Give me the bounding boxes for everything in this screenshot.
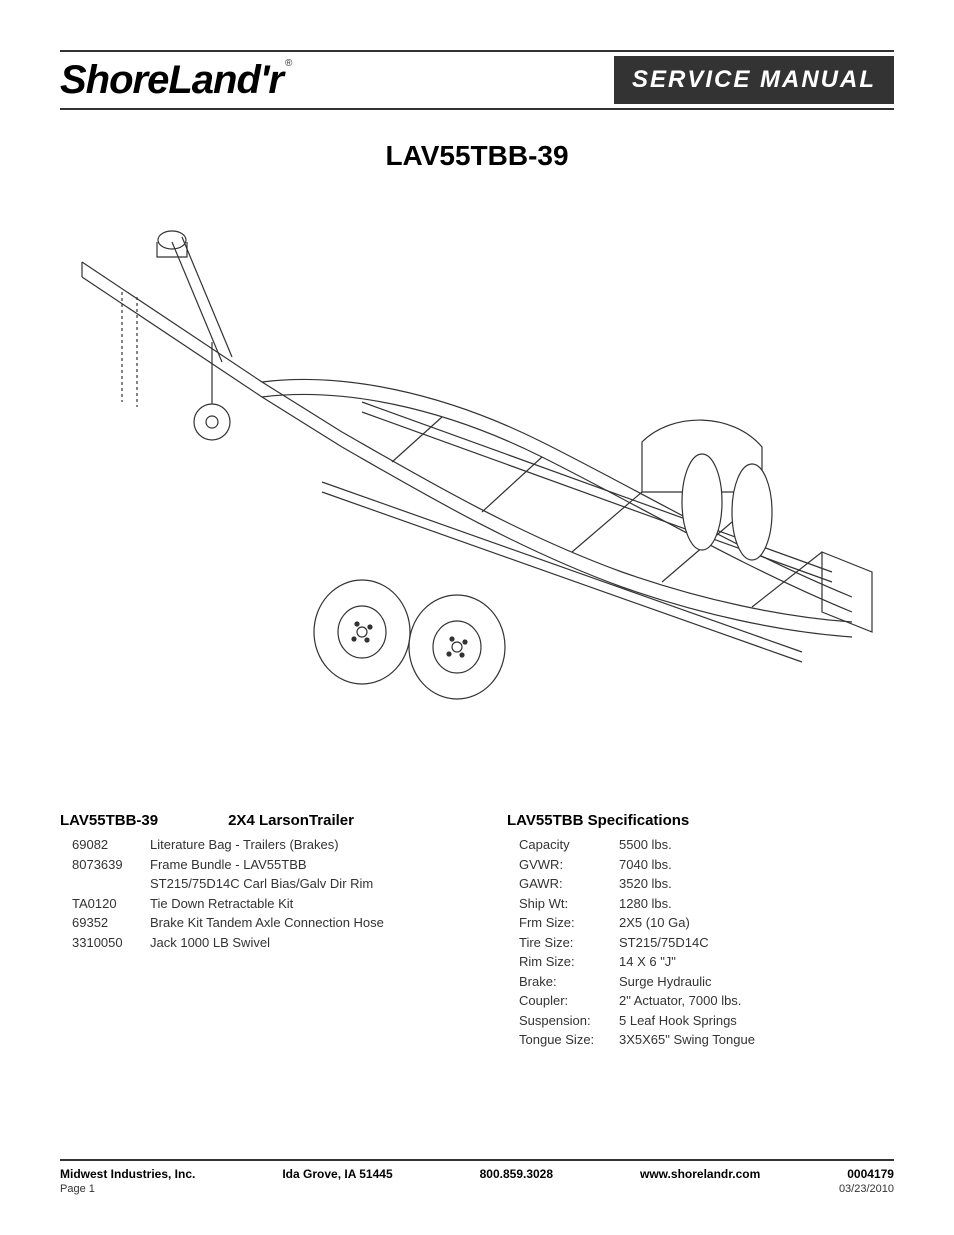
footer-sub: Page 1 03/23/2010 xyxy=(60,1183,894,1195)
model-title: LAV55TBB-39 xyxy=(60,140,894,172)
page-header: ShoreLand'r ® SERVICE MANUAL xyxy=(60,50,894,110)
part-description: Jack 1000 LB Swivel xyxy=(150,933,447,953)
trailer-svg xyxy=(62,202,892,722)
spec-row: Ship Wt: 1280 lbs. xyxy=(507,894,894,914)
spec-value: 2" Actuator, 7000 lbs. xyxy=(619,991,894,1011)
diagram-area xyxy=(60,192,894,732)
spec-value: Surge Hydraulic xyxy=(619,972,894,992)
brand-logo: ShoreLand'r ® xyxy=(60,58,292,103)
footer-date: 03/23/2010 xyxy=(839,1183,894,1195)
parts-row: 3310050 Jack 1000 LB Swivel xyxy=(60,933,447,953)
spec-label: GVWR: xyxy=(519,855,619,875)
logo-text: ShoreLand'r xyxy=(60,58,283,103)
trailer-diagram xyxy=(62,202,892,722)
part-number: 3310050 xyxy=(60,933,150,953)
spec-row: GAWR: 3520 lbs. xyxy=(507,874,894,894)
footer-main: Midwest Industries, Inc. Ida Grove, IA 5… xyxy=(60,1167,894,1181)
part-description: Literature Bag - Trailers (Brakes) xyxy=(150,835,447,855)
footer-docno: 0004179 xyxy=(847,1167,894,1181)
spec-label: Ship Wt: xyxy=(519,894,619,914)
spec-label: Suspension: xyxy=(519,1011,619,1031)
footer-website: www.shorelandr.com xyxy=(640,1167,760,1181)
spec-value: ST215/75D14C xyxy=(619,933,894,953)
spec-row: Rim Size: 14 X 6 "J" xyxy=(507,952,894,972)
footer-location: Ida Grove, IA 51445 xyxy=(282,1167,392,1181)
parts-row: ST215/75D14C Carl Bias/Galv Dir Rim xyxy=(60,874,447,894)
spec-row: Tongue Size: 3X5X65" Swing Tongue xyxy=(507,1030,894,1050)
spec-label: Coupler: xyxy=(519,991,619,1011)
page-footer: Midwest Industries, Inc. Ida Grove, IA 5… xyxy=(60,1159,894,1195)
specs-column: LAV55TBB Specifications Capacity 5500 lb… xyxy=(507,812,894,1050)
spec-row: Suspension: 5 Leaf Hook Springs xyxy=(507,1011,894,1031)
spec-value: 3520 lbs. xyxy=(619,874,894,894)
spec-label: Tongue Size: xyxy=(519,1030,619,1050)
parts-list-column: LAV55TBB-39 2X4 LarsonTrailer 69082 Lite… xyxy=(60,812,447,1050)
parts-row: 8073639 Frame Bundle - LAV55TBB xyxy=(60,855,447,875)
spec-label: Frm Size: xyxy=(519,913,619,933)
spec-value: 14 X 6 "J" xyxy=(619,952,894,972)
spec-label: Rim Size: xyxy=(519,952,619,972)
spec-label: Brake: xyxy=(519,972,619,992)
spec-label: Tire Size: xyxy=(519,933,619,953)
footer-company: Midwest Industries, Inc. xyxy=(60,1167,195,1181)
spec-value: 5 Leaf Hook Springs xyxy=(619,1011,894,1031)
spec-row: Coupler: 2" Actuator, 7000 lbs. xyxy=(507,991,894,1011)
spec-label: Capacity xyxy=(519,835,619,855)
parts-row: TA0120 Tie Down Retractable Kit xyxy=(60,894,447,914)
parts-list-header: LAV55TBB-39 2X4 LarsonTrailer xyxy=(60,812,447,829)
footer-phone: 800.859.3028 xyxy=(480,1167,553,1181)
manual-title: SERVICE MANUAL xyxy=(614,56,894,104)
footer-page: Page 1 xyxy=(60,1183,95,1195)
part-number: 69082 xyxy=(60,835,150,855)
spec-row: Capacity 5500 lbs. xyxy=(507,835,894,855)
spec-value: 3X5X65" Swing Tongue xyxy=(619,1030,894,1050)
content-columns: LAV55TBB-39 2X4 LarsonTrailer 69082 Lite… xyxy=(60,812,894,1050)
spec-row: GVWR: 7040 lbs. xyxy=(507,855,894,875)
spec-value: 2X5 (10 Ga) xyxy=(619,913,894,933)
part-number: TA0120 xyxy=(60,894,150,914)
parts-header-desc: 2X4 LarsonTrailer xyxy=(228,812,354,829)
part-description: Frame Bundle - LAV55TBB xyxy=(150,855,447,875)
spec-row: Brake: Surge Hydraulic xyxy=(507,972,894,992)
spec-row: Frm Size: 2X5 (10 Ga) xyxy=(507,913,894,933)
spec-row: Tire Size: ST215/75D14C xyxy=(507,933,894,953)
part-number: 69352 xyxy=(60,913,150,933)
parts-row: 69082 Literature Bag - Trailers (Brakes) xyxy=(60,835,447,855)
spec-value: 5500 lbs. xyxy=(619,835,894,855)
part-number xyxy=(60,874,150,894)
part-description: ST215/75D14C Carl Bias/Galv Dir Rim xyxy=(150,874,447,894)
specs-header: LAV55TBB Specifications xyxy=(507,812,894,829)
spec-label: GAWR: xyxy=(519,874,619,894)
registered-mark: ® xyxy=(285,58,292,69)
part-number: 8073639 xyxy=(60,855,150,875)
parts-header-model: LAV55TBB-39 xyxy=(60,812,158,829)
parts-row: 69352 Brake Kit Tandem Axle Connection H… xyxy=(60,913,447,933)
spec-value: 1280 lbs. xyxy=(619,894,894,914)
spec-value: 7040 lbs. xyxy=(619,855,894,875)
part-description: Brake Kit Tandem Axle Connection Hose xyxy=(150,913,447,933)
part-description: Tie Down Retractable Kit xyxy=(150,894,447,914)
